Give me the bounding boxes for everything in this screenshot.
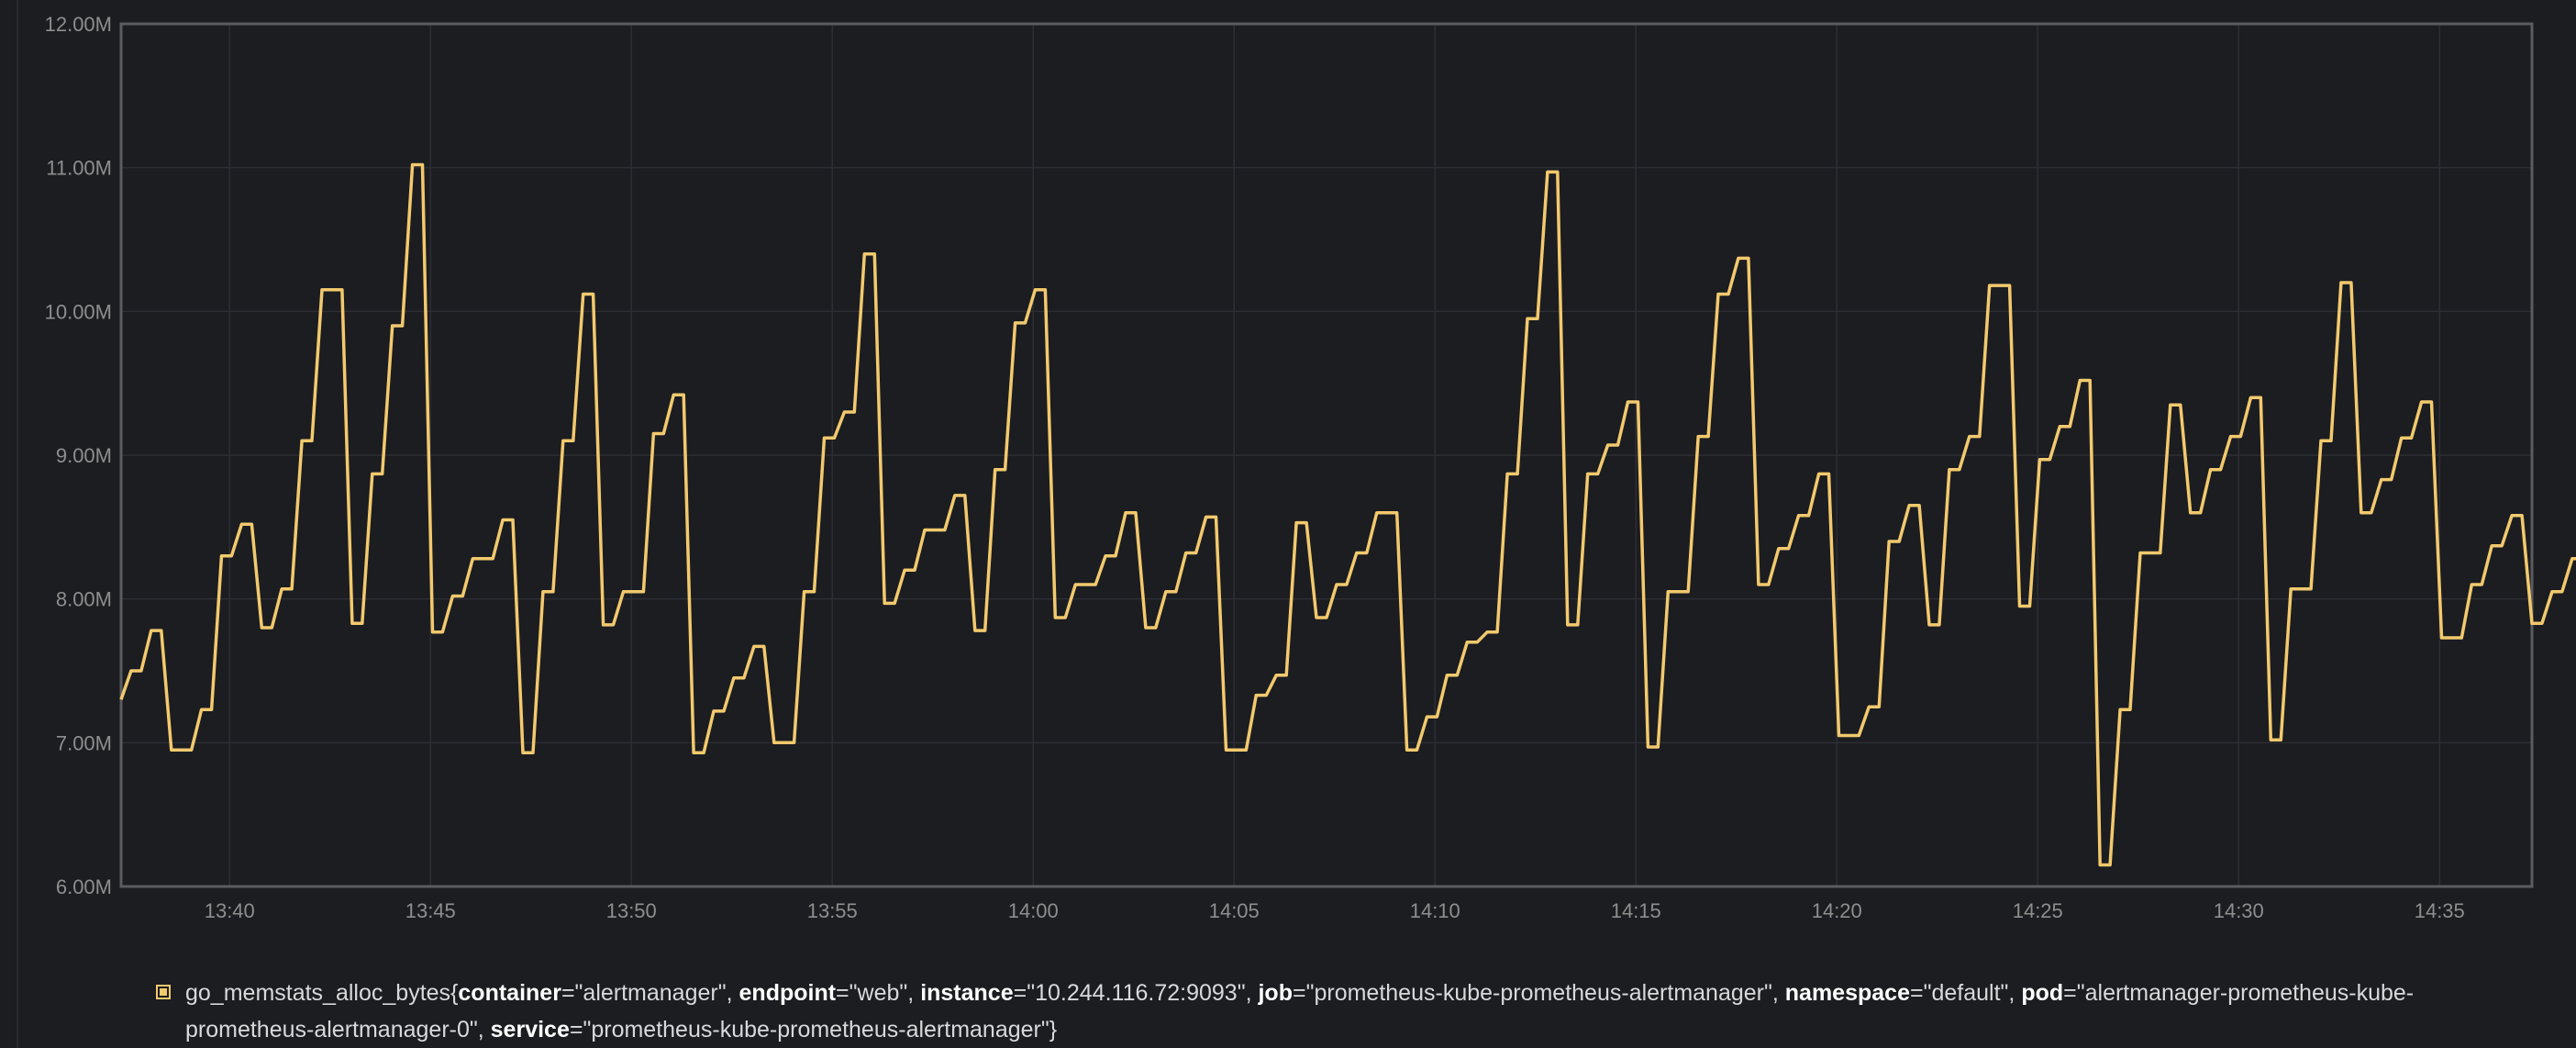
panel-left-border bbox=[17, 0, 18, 1048]
x-tick-label: 14:25 bbox=[2013, 899, 2063, 922]
legend-metric-name: go_memstats_alloc_bytes bbox=[185, 980, 451, 1006]
x-tick-label: 14:15 bbox=[1611, 899, 1661, 922]
legend-label-value: "alertmanager" bbox=[574, 980, 727, 1006]
legend-open-brace: { bbox=[450, 980, 459, 1006]
legend-close-brace: } bbox=[1049, 1017, 1058, 1042]
x-tick-label: 14:30 bbox=[2214, 899, 2264, 922]
x-tick-label: 14:05 bbox=[1209, 899, 1260, 922]
x-tick-label: 13:50 bbox=[606, 899, 657, 922]
legend-label-value: "prometheus-kube-prometheus-alertmanager… bbox=[1305, 980, 1772, 1006]
grid-lines bbox=[121, 23, 2532, 887]
legend-label-key: job bbox=[1258, 980, 1293, 1006]
y-tick-label: 8.00M bbox=[56, 588, 112, 611]
y-tick-label: 9.00M bbox=[56, 444, 112, 467]
legend-series-label[interactable]: go_memstats_alloc_bytes{container="alert… bbox=[185, 980, 2415, 1042]
legend: go_memstats_alloc_bytes{container="alert… bbox=[156, 975, 2449, 1048]
x-tick-label: 13:45 bbox=[405, 899, 456, 922]
legend-label-key: endpoint bbox=[738, 980, 837, 1006]
legend-label-value: "default" bbox=[1923, 980, 2009, 1006]
x-tick-label: 14:20 bbox=[1812, 899, 1862, 922]
x-tick-label: 13:40 bbox=[205, 899, 255, 922]
legend-label-key: instance bbox=[920, 980, 1014, 1006]
y-tick-label: 6.00M bbox=[56, 875, 112, 898]
legend-label-key: pod bbox=[2021, 980, 2064, 1006]
x-tick-label: 14:00 bbox=[1008, 899, 1059, 922]
legend-label-key: namespace bbox=[1784, 980, 1910, 1006]
plot-area[interactable] bbox=[119, 22, 2534, 888]
legend-label-value: "alertmanager-prometheus-kube-prometheus… bbox=[185, 980, 2415, 1042]
legend-label-value: "prometheus-kube-prometheus-alertmanager… bbox=[583, 1017, 1049, 1042]
y-tick-label: 12.00M bbox=[45, 13, 112, 36]
y-axis: 6.00M 7.00M 8.00M 9.00M 10.00M 11.00M 12.00M bbox=[45, 13, 112, 898]
x-tick-label: 13:55 bbox=[807, 899, 858, 922]
y-tick-label: 10.00M bbox=[45, 300, 112, 323]
legend-label-key: container bbox=[458, 980, 561, 1006]
legend-label-key: service bbox=[490, 1017, 570, 1042]
series-line-go-memstats-alloc-bytes[interactable] bbox=[119, 162, 2576, 867]
legend-swatch-checkbox[interactable] bbox=[156, 985, 171, 999]
x-tick-label: 14:35 bbox=[2415, 899, 2465, 922]
legend-label-value: "web" bbox=[849, 980, 908, 1006]
legend-label-value: "10.244.116.72:9093" bbox=[1027, 980, 1246, 1006]
x-tick-label: 14:10 bbox=[1410, 899, 1460, 922]
y-tick-label: 7.00M bbox=[56, 731, 112, 754]
y-tick-label: 11.00M bbox=[46, 157, 112, 180]
x-axis: 13:40 13:45 13:50 13:55 14:00 14:05 14:10 14:15… bbox=[205, 899, 2465, 922]
